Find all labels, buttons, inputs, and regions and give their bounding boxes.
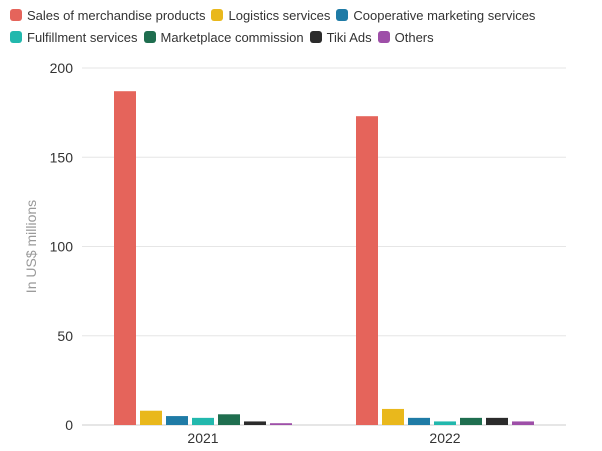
legend-swatch <box>10 9 22 21</box>
y-tick-label: 0 <box>65 417 73 433</box>
bar <box>114 91 136 425</box>
x-tick-label: 2021 <box>187 430 218 446</box>
legend-item[interactable]: Marketplace commission <box>143 28 304 46</box>
legend-swatch <box>377 31 390 43</box>
y-axis-label: In US$ millions <box>23 200 39 293</box>
y-tick-label: 100 <box>50 239 74 255</box>
legend-item[interactable]: Fulfillment services <box>10 28 138 46</box>
y-tick-label: 150 <box>50 149 74 165</box>
legend-label: Fulfillment services <box>27 29 138 45</box>
x-tick-label: 2022 <box>429 430 460 446</box>
bar <box>244 421 266 425</box>
bar <box>512 421 534 425</box>
bar <box>460 417 482 425</box>
legend-item[interactable]: Logistics services <box>211 6 330 24</box>
legend: Sales of merchandise products Logistics s… <box>10 6 600 46</box>
legend-label: Sales of merchandise products <box>27 7 206 23</box>
bar <box>140 410 162 425</box>
bar <box>434 421 456 425</box>
bar <box>166 416 188 425</box>
legend-item[interactable]: Cooperative marketing services <box>336 6 535 24</box>
legend-label: Others <box>394 29 434 45</box>
legend-item[interactable]: Sales of merchandise products <box>10 6 205 24</box>
legend-swatch <box>10 31 22 43</box>
bar <box>408 417 430 425</box>
legend-item[interactable]: Others <box>377 28 434 46</box>
bar <box>356 116 378 425</box>
bar <box>218 414 240 425</box>
legend-item[interactable]: Tiki Ads <box>309 28 372 46</box>
legend-label: Logistics services <box>228 7 331 23</box>
legend-swatch <box>211 9 224 21</box>
legend-swatch <box>309 31 322 43</box>
y-tick-label: 200 <box>50 60 74 76</box>
bar <box>192 417 214 425</box>
bar <box>382 408 404 425</box>
y-tick-label: 50 <box>57 328 73 344</box>
legend-swatch <box>336 9 349 21</box>
legend-label: Marketplace commission <box>160 29 304 45</box>
bar <box>270 423 292 425</box>
bar <box>486 417 508 425</box>
legend-label: Tiki Ads <box>326 29 372 45</box>
legend-label: Cooperative marketing services <box>353 7 536 23</box>
legend-swatch <box>143 31 156 43</box>
